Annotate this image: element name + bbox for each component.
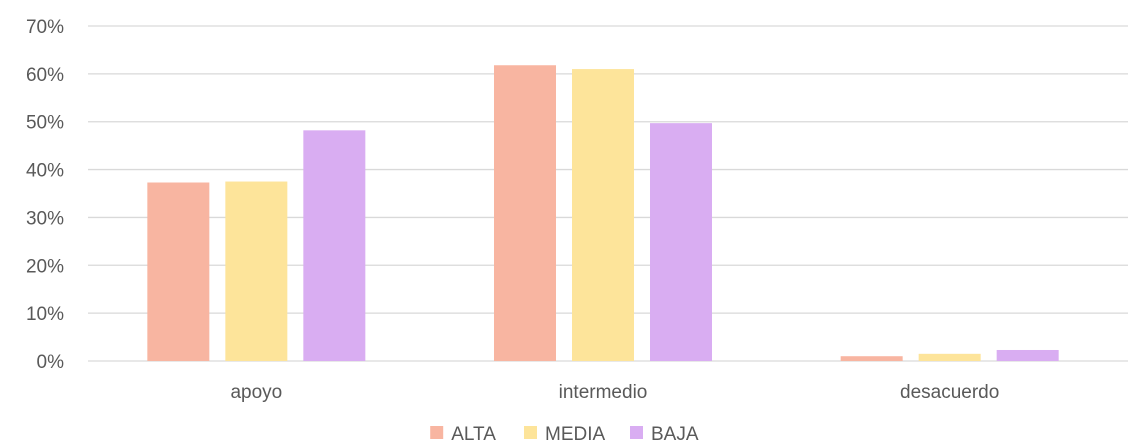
x-category-label: apoyo: [230, 382, 282, 403]
legend-label: MEDIA: [545, 424, 606, 445]
legend-label: BAJA: [651, 424, 699, 445]
legend-swatch: [524, 426, 537, 439]
bar-media-desacuerdo: [918, 353, 981, 361]
y-tick-label: 30%: [26, 208, 64, 229]
legend-swatch: [630, 426, 643, 439]
y-tick-label: 60%: [26, 65, 64, 86]
bar-alta-intermedio: [494, 65, 556, 361]
bar-media-intermedio: [572, 69, 634, 362]
y-tick-label: 0%: [37, 352, 65, 373]
bar-baja-desacuerdo: [996, 349, 1059, 361]
x-category-label: desacuerdo: [900, 382, 999, 403]
bar-baja-intermedio: [650, 123, 712, 362]
y-tick-label: 20%: [26, 256, 64, 277]
x-category-label: intermedio: [559, 382, 648, 403]
legend: ALTA MEDIA BAJA: [430, 424, 699, 445]
bars: [147, 65, 1059, 362]
legend-swatch: [430, 426, 444, 439]
y-tick-label: 70%: [26, 17, 64, 38]
y-tick-label: 40%: [26, 161, 64, 182]
y-axis-tick-labels: 0% 10% 20% 30% 40% 50% 60% 70%: [26, 17, 64, 373]
y-tick-label: 10%: [26, 304, 64, 325]
legend-label: ALTA: [451, 424, 496, 445]
bar-baja-apoyo: [303, 130, 366, 361]
x-axis-category-labels: apoyo intermedio desacuerdo: [230, 382, 999, 403]
y-tick-label: 50%: [26, 113, 64, 134]
bar-alta-desacuerdo: [840, 356, 903, 361]
bar-alta-apoyo: [147, 182, 210, 361]
bar-media-apoyo: [225, 181, 288, 361]
